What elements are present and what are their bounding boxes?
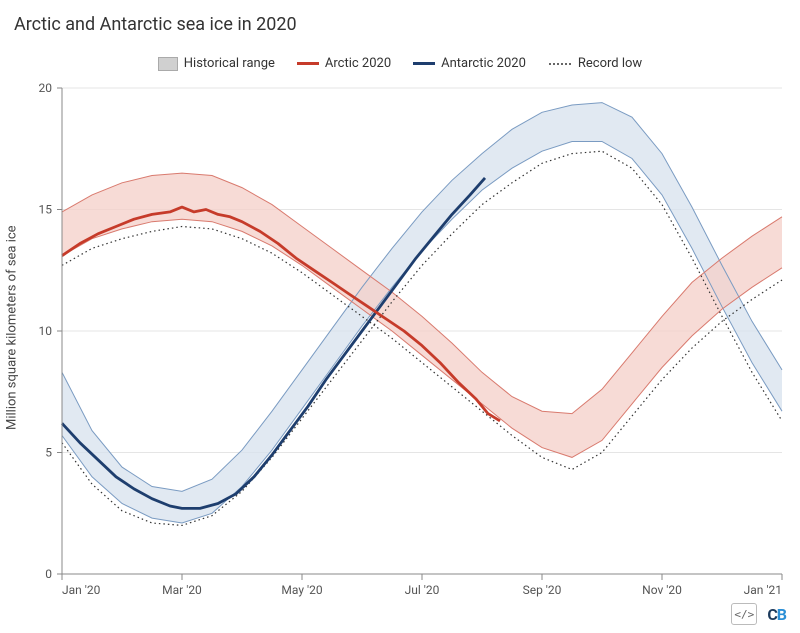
- svg-text:Nov '20: Nov '20: [642, 583, 682, 597]
- svg-text:Jan '21: Jan '21: [744, 583, 782, 597]
- svg-text:20: 20: [39, 81, 53, 95]
- svg-text:10: 10: [39, 324, 53, 338]
- svg-text:15: 15: [39, 203, 53, 217]
- svg-text:Mar '20: Mar '20: [162, 583, 202, 597]
- chart-svg: 0 5 10 15 20 Jan '20 Mar '20 May '20 Jul '20 Sep …: [0, 0, 800, 633]
- svg-text:Sep '20: Sep '20: [523, 583, 562, 597]
- svg-text:May '20: May '20: [281, 583, 322, 597]
- svg-text:Jan '20: Jan '20: [62, 583, 101, 597]
- svg-text:Jul '20: Jul '20: [405, 583, 440, 597]
- svg-text:5: 5: [45, 446, 52, 460]
- embed-button[interactable]: </>: [731, 603, 757, 625]
- svg-text:0: 0: [45, 567, 52, 581]
- footer-icons: </> CB: [731, 603, 786, 625]
- logo[interactable]: CB: [767, 605, 786, 624]
- chart-container: Arctic and Antarctic sea ice in 2020 His…: [0, 0, 800, 633]
